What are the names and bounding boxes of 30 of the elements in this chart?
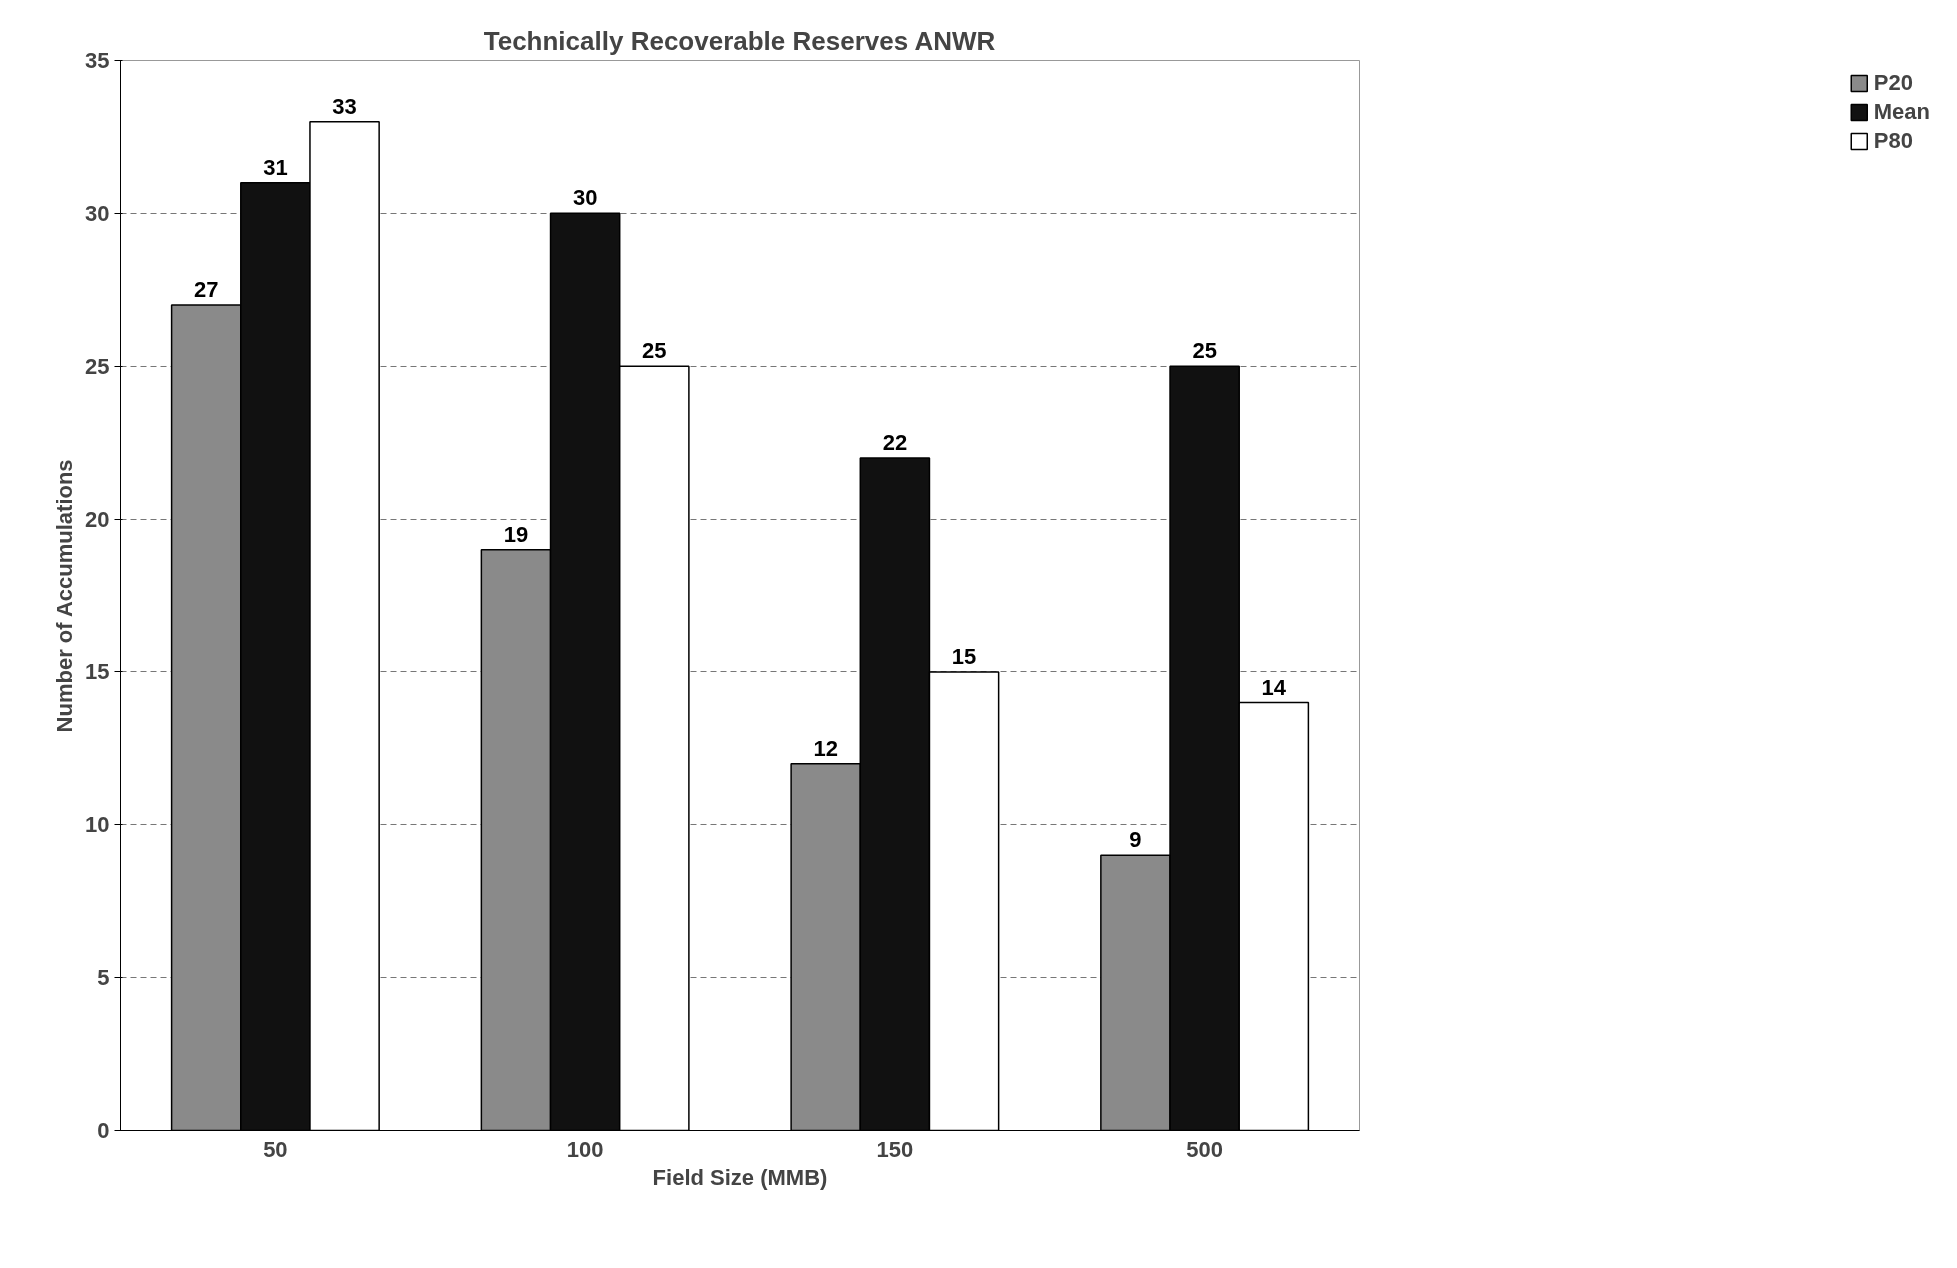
y-tick-label: 10	[85, 812, 110, 838]
x-axis-title: Field Size (MMB)	[652, 1164, 828, 1190]
data-label: 25	[1192, 338, 1217, 364]
x-tick-label: 50	[263, 1136, 288, 1162]
y-tick-label: 5	[97, 965, 110, 991]
y-axis-title: Number of Accumulations	[52, 459, 78, 733]
data-label: 9	[1129, 827, 1142, 853]
x-tick-label: 500	[1186, 1136, 1223, 1162]
data-label: 31	[263, 154, 288, 180]
x-tick-label: 100	[566, 1136, 604, 1162]
data-label: 25	[642, 338, 667, 364]
y-tick-label: 20	[85, 506, 110, 532]
data-label: 27	[193, 277, 219, 303]
chart-title: Technically Recoverable Reserves ANWR	[483, 25, 996, 56]
data-label: 12	[813, 735, 838, 761]
legend-label: P20	[1873, 70, 1913, 96]
y-tick-label: 35	[85, 48, 110, 73]
data-label: 14	[1261, 674, 1287, 700]
data-label: 19	[503, 521, 529, 547]
legend-label: P80	[1873, 128, 1913, 154]
y-tick-label: 30	[85, 200, 110, 226]
y-tick-label: 0	[97, 1118, 110, 1143]
x-tick-label: 150	[876, 1136, 914, 1162]
y-tick-label: 15	[85, 659, 110, 685]
data-label: 22	[882, 429, 908, 455]
legend-label: Mean	[1873, 99, 1930, 125]
data-label: 15	[951, 643, 977, 669]
data-label: 33	[332, 93, 357, 119]
data-label: 30	[572, 185, 598, 211]
y-tick-label: 25	[85, 353, 110, 379]
